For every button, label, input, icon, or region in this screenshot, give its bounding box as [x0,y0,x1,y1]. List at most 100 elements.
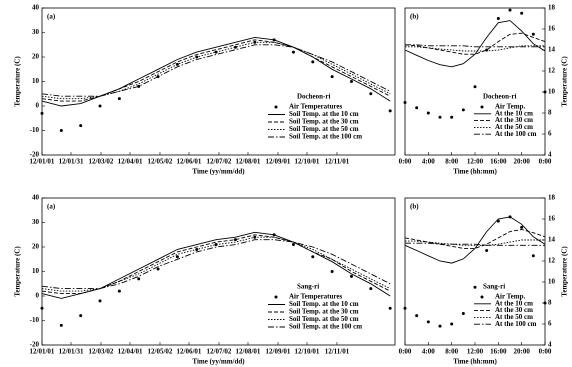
panel: -20 -10 0 10 20 30 40 12/01/01 12/01/31 12/03/02 1… [14,4,396,176]
data-point [79,124,83,128]
y-axis-title: Temperature (C) [561,246,569,297]
x-tick-label: 0:00 [539,158,552,166]
y-tick-label: 10 [32,77,40,85]
x-tick-label: 12:00 [467,158,484,166]
data-point [438,115,442,119]
x-tick-label: 12/09/01 [266,348,291,356]
data-point [508,8,512,12]
data-point [450,322,454,326]
legend-marker [274,105,278,109]
y-tick-label: 30 [32,28,40,36]
series-line [404,216,546,264]
data-point [531,254,535,258]
x-tick-label: 12/04/01 [118,348,143,356]
series-line [405,44,545,48]
data-point [403,306,407,310]
series-line [41,44,391,97]
data-point [543,301,547,305]
data-point [98,299,102,303]
data-point [520,11,524,15]
data-point [330,270,334,273]
y-tick-label: 14 [548,46,556,54]
y-tick-label: 8 [548,299,552,307]
y-tick-label: 18 [548,4,556,12]
legend-marker [480,295,484,299]
data-point [426,320,430,324]
data-point [388,306,392,310]
y-tick-label: 40 [32,194,40,202]
data-point [349,274,353,278]
y-tick-label: 10 [32,267,40,275]
station-annotation: Docheon-ri [483,93,516,101]
panel-label: (a) [47,13,56,21]
x-tick-label: 16:00 [490,348,507,356]
data-point [330,75,334,79]
data-point [369,287,373,291]
series-line [405,45,545,52]
data-point [461,312,465,315]
legend-label: Air Temperatures [289,293,342,301]
x-tick-label: 12/11/01 [325,348,350,356]
y-axis-title: Temperature (C) [561,56,569,107]
data-point [450,115,454,119]
legend-label: At the 100 cm [495,130,537,138]
x-tick-label: 12/01/31 [59,348,84,356]
x-tick-label: 12/09/01 [266,158,291,166]
y-tick-label: -20 [30,341,40,349]
x-tick-label: 0:00 [399,348,412,356]
legend-marker [274,295,278,299]
data-point [543,90,547,94]
y-tick-label: 4 [548,151,552,159]
y-tick-label: 14 [548,236,556,244]
data-point [438,324,442,328]
x-axis-title: Time (hh:mm) [453,358,497,366]
x-tick-label: 12/01/31 [59,158,84,166]
data-point [531,32,535,36]
data-point [59,129,63,132]
x-tick-label: 12/05/02 [148,158,173,166]
y-tick-label: 16 [548,215,556,223]
legend-label: Soil Temp. at the 10 cm [289,300,359,308]
x-axis-title: Time (yy/mm/dd) [192,168,245,176]
y-tick-label: 4 [548,341,552,349]
data-point [473,85,477,89]
panel-label: (a) [47,203,56,211]
data-point [233,238,237,242]
x-tick-label: 12/01/01 [30,348,55,356]
data-point [79,314,83,318]
legend-label: Soil Temp. at the 30 cm [289,118,359,126]
x-tick-label: 12/07/02 [207,158,232,166]
x-tick-label: 4:00 [422,348,435,356]
station-annotation: Sang-ri [297,283,319,291]
data-point [291,243,295,247]
data-point [175,255,179,259]
series-line [41,39,391,102]
x-tick-label: 12/08/01 [236,348,261,356]
y-tick-label: 20 [32,243,40,251]
legend-label: Soil Temp. at the 50 cm [289,125,359,133]
x-tick-label: 12/10/01 [295,158,320,166]
x-tick-label: 12/06/01 [177,158,202,166]
y-tick-label: 6 [548,320,552,328]
x-tick-label: 12/11/01 [325,158,350,166]
y-axis-title: Temperature (C) [14,56,22,107]
y-tick-label: 20 [32,53,40,61]
y-tick-label: 12 [548,257,556,265]
x-tick-label: 12/04/01 [118,158,143,166]
data-point [388,109,392,113]
data-point [349,80,353,83]
x-axis-title: Time (hh:mm) [453,168,497,176]
y-tick-label: 8 [548,109,552,117]
series-line [41,231,391,299]
data-point [98,104,102,108]
data-point [137,84,141,88]
legend-label: At the 10 cm [495,299,533,307]
x-tick-label: 12/06/01 [177,348,202,356]
series-line [404,20,546,68]
series-line [405,242,545,246]
x-tick-label: 12/05/02 [148,348,173,356]
x-tick-label: 0:00 [399,158,412,166]
x-tick-label: 8:00 [445,158,458,166]
y-tick-label: -10 [30,316,40,324]
